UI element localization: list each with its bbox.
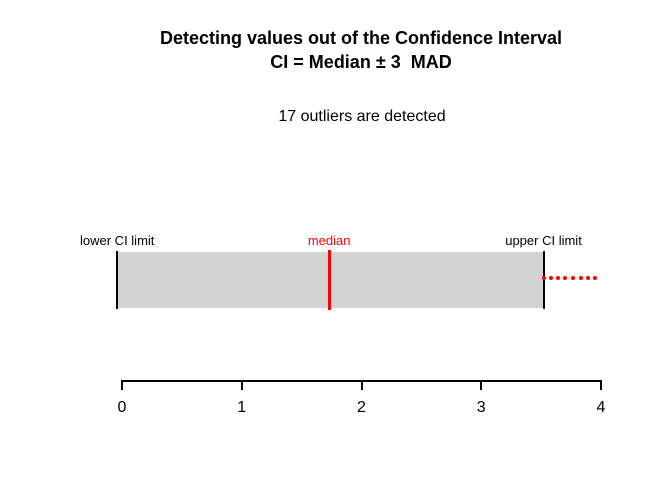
x-axis-tick (480, 381, 483, 390)
x-axis-tick-label: 2 (357, 399, 366, 416)
x-axis-tick (360, 381, 363, 390)
upper-ci-limit-line (542, 251, 545, 309)
outlier-point (563, 276, 568, 280)
plot-title-line2: CI = Median ± 3 MAD (270, 52, 452, 72)
median-label: median (307, 233, 351, 248)
x-axis-tick-label: 4 (596, 399, 606, 416)
outlier-point (593, 276, 597, 280)
outlier-point (571, 276, 576, 280)
upper-ci-limit-label: upper CI limit (505, 233, 582, 248)
x-axis-tick-label: 1 (237, 399, 247, 416)
x-axis-tick-label: 0 (117, 399, 127, 416)
lower-ci-limit-label: lower CI limit (80, 233, 155, 248)
outlier-count-annotation: 17 outliers are detected (278, 108, 446, 125)
x-axis-tick (121, 381, 123, 390)
outlier-point (578, 276, 583, 280)
outlier-point (585, 276, 590, 280)
outlier-point (548, 276, 553, 280)
plot-title-line1: Detecting values out of the Confidence I… (159, 28, 563, 48)
lower-ci-limit-line (116, 251, 119, 309)
x-axis-tick (240, 381, 243, 390)
x-axis-tick (600, 381, 602, 390)
x-axis-tick-label: 3 (476, 399, 486, 416)
outlier-point (555, 276, 560, 280)
median-line (327, 250, 331, 310)
outlier-point (541, 276, 546, 280)
